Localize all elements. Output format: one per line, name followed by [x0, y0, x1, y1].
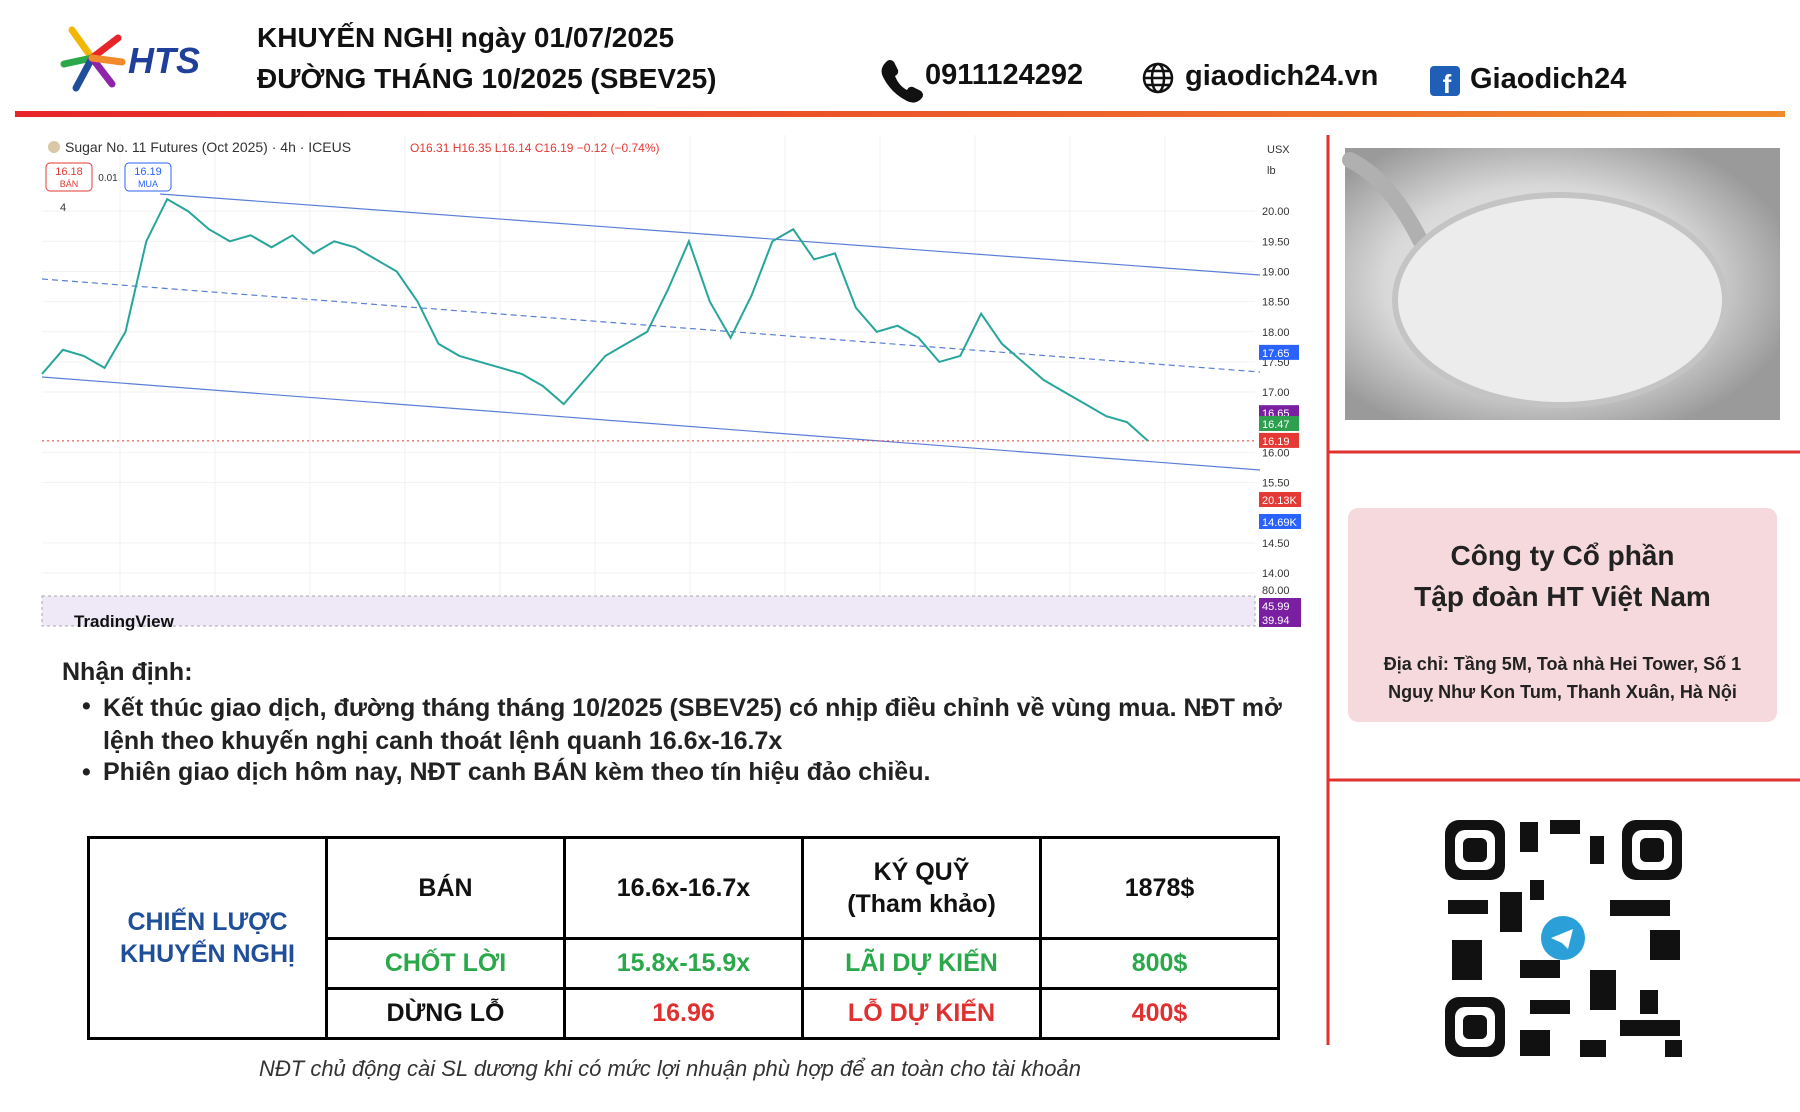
price-tag-label: 17.65: [1262, 348, 1290, 360]
sell-box: [45, 162, 93, 192]
bullet: •: [82, 692, 91, 720]
y-tick-label: 14.00: [1262, 568, 1290, 580]
price-tag: [1259, 344, 1299, 360]
table-cell: 1878$: [1039, 835, 1280, 941]
unit: lb: [1267, 165, 1276, 177]
table-cell: CHỐT LỜI: [325, 937, 566, 991]
strategy-table: CHIẾN LƯỢC KHUYẾN NGHỊ BÁN 16.6x-16.7x KÝ…: [87, 835, 1280, 1040]
table-cell: BÁN: [325, 835, 566, 941]
indicator-tag: [1259, 612, 1301, 627]
sell-price: 16.18: [55, 166, 83, 178]
title: KHUYẾN NGHỊ ngày 01/07/2025: [257, 22, 675, 53]
price-tag: [1259, 416, 1299, 432]
analysis-bullet: Phiên giao dịch hôm nay, NĐT canh BÁN kè…: [103, 758, 931, 786]
company-address: Địa chỉ: Tầng 5M, Toà nhà Hei Tower, Số …: [1383, 654, 1742, 674]
table-cell: KÝ QUỸ (Tham khảo): [801, 835, 1042, 941]
indicator-tag: [1259, 492, 1301, 507]
note: NĐT chủ động cài SL dương khi có mức lợi…: [259, 1056, 1081, 1081]
indicator-label: 14.69K: [1262, 517, 1298, 529]
company-name: Tập đoàn HT Việt Nam: [1414, 581, 1711, 612]
logo-icon: [60, 26, 126, 92]
company-address: Nguỵ Như Kon Tum, Thanh Xuân, Hà Nội: [1388, 682, 1737, 702]
y-tick-label: 19.00: [1262, 266, 1290, 278]
table-cell: 16.96: [563, 987, 804, 1040]
indicator-label: 45.99: [1262, 601, 1290, 613]
indicator-tag: [1259, 514, 1301, 529]
trend-line: [159, 193, 1261, 276]
table-cell: 400$: [1039, 987, 1280, 1040]
y-tick-label: 17.00: [1262, 387, 1290, 399]
table-cell: LỖ DỰ KIẾN: [801, 987, 1042, 1040]
price-line: [41, 197, 1149, 442]
table-cell: LÃI DỰ KIẾN: [801, 937, 1042, 991]
table-cell: 15.8x-15.9x: [563, 937, 804, 991]
y-tick-label: 18.50: [1262, 297, 1290, 309]
indicator-label: 39.94: [1262, 615, 1290, 627]
chart-ohlc: O16.31 H16.35 L16.14 C16.19 −0.12 (−0.74…: [410, 141, 660, 155]
analysis-bullet: Kết thúc giao dịch, đường tháng tháng 10…: [103, 694, 1282, 755]
cell-text: (Tham khảo): [847, 890, 996, 919]
indicator-tag: [1259, 598, 1301, 613]
currency: USX: [1267, 144, 1290, 156]
table-cell: 16.6x-16.7x: [563, 835, 804, 941]
header-rule: [15, 111, 1785, 117]
interval-count: 4: [60, 202, 66, 214]
y-tick-label: 20.00: [1262, 206, 1290, 218]
symbol-icon: [48, 141, 60, 153]
cell-text: CHIẾN LƯỢC: [127, 908, 288, 936]
y-tick-label: 19.50: [1262, 236, 1290, 248]
brand: TradingView: [74, 612, 175, 631]
buy-price: 16.19: [134, 166, 162, 178]
spoon: [1342, 152, 1428, 248]
company-name: Công ty Cổ phần: [1450, 540, 1675, 571]
table-cell: CHIẾN LƯỢC KHUYẾN NGHỊ: [87, 836, 328, 1040]
facebook-glyph: f: [1443, 69, 1452, 99]
y-tick-label: 17.50: [1262, 357, 1290, 369]
table-cell: 800$: [1039, 937, 1280, 991]
logo-text: HTS: [128, 40, 200, 81]
phone: 0911124292: [925, 59, 1084, 91]
cell-text: KHUYẾN NGHỊ: [119, 940, 295, 968]
sell-label: BÁN: [60, 179, 79, 189]
website: giaodich24.vn: [1185, 60, 1379, 92]
qr-code: [1445, 820, 1682, 1057]
bullet: •: [82, 758, 91, 786]
spread: 0.01: [98, 173, 118, 184]
buy-label: MUA: [138, 179, 158, 189]
buy-box: [124, 162, 172, 192]
globe-icon: [1142, 62, 1174, 94]
chart-title: Sugar No. 11 Futures (Oct 2025) · 4h · I…: [65, 139, 351, 155]
indicator-label: 80.00: [1262, 585, 1290, 597]
price-tag: [1259, 432, 1299, 448]
price-tag-label: 16.19: [1262, 436, 1290, 448]
y-tick-label: 15.50: [1262, 478, 1290, 490]
facebook: Giaodich24: [1470, 63, 1627, 95]
y-tick-label: 18.00: [1262, 327, 1290, 339]
company-box: [1348, 508, 1777, 722]
title: ĐƯỜNG THÁNG 10/2025 (SBEV25): [257, 63, 717, 94]
rsi-band: [41, 595, 1256, 627]
facebook-icon: [1430, 66, 1460, 96]
analysis-heading: Nhận định:: [62, 658, 193, 686]
phone-icon: [881, 60, 923, 103]
y-tick-label: 14.50: [1262, 538, 1290, 550]
sugar-pile: [1392, 192, 1728, 408]
y-tick-label: 16.00: [1262, 447, 1290, 459]
indicator-label: 20.13K: [1262, 495, 1298, 507]
table-cell: DỪNG LỖ: [325, 987, 566, 1040]
trend-line: [41, 376, 1261, 471]
cell-text: KÝ QUỸ: [873, 858, 970, 887]
price-chart: 14.00 14.50 15.50 16.00 17.00 17.50 18.00 18.50…: [41, 135, 1301, 631]
price-tag-label: 16.47: [1262, 419, 1290, 431]
